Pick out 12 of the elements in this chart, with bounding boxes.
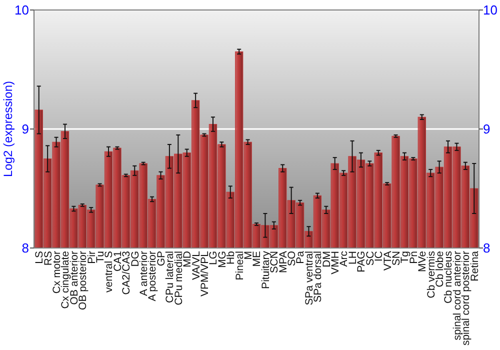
y-tick-label: 10 bbox=[14, 2, 29, 18]
y2-tick-label: 10 bbox=[483, 2, 498, 18]
x-tick-label: RS bbox=[42, 251, 54, 266]
y-axis-title: Log2 (expression) bbox=[1, 80, 15, 178]
x-tick-label: DG bbox=[129, 251, 142, 267]
y2-tick-label: 8 bbox=[483, 240, 490, 256]
y-tick-label: 9 bbox=[22, 122, 29, 137]
x-tick-label: MVe bbox=[416, 250, 429, 272]
x-tick-label: OB posterior bbox=[77, 250, 90, 310]
y-tick-label: 8 bbox=[22, 240, 29, 256]
x-tick-label: SO bbox=[286, 251, 298, 266]
y2-tick-label: 9 bbox=[483, 122, 490, 137]
